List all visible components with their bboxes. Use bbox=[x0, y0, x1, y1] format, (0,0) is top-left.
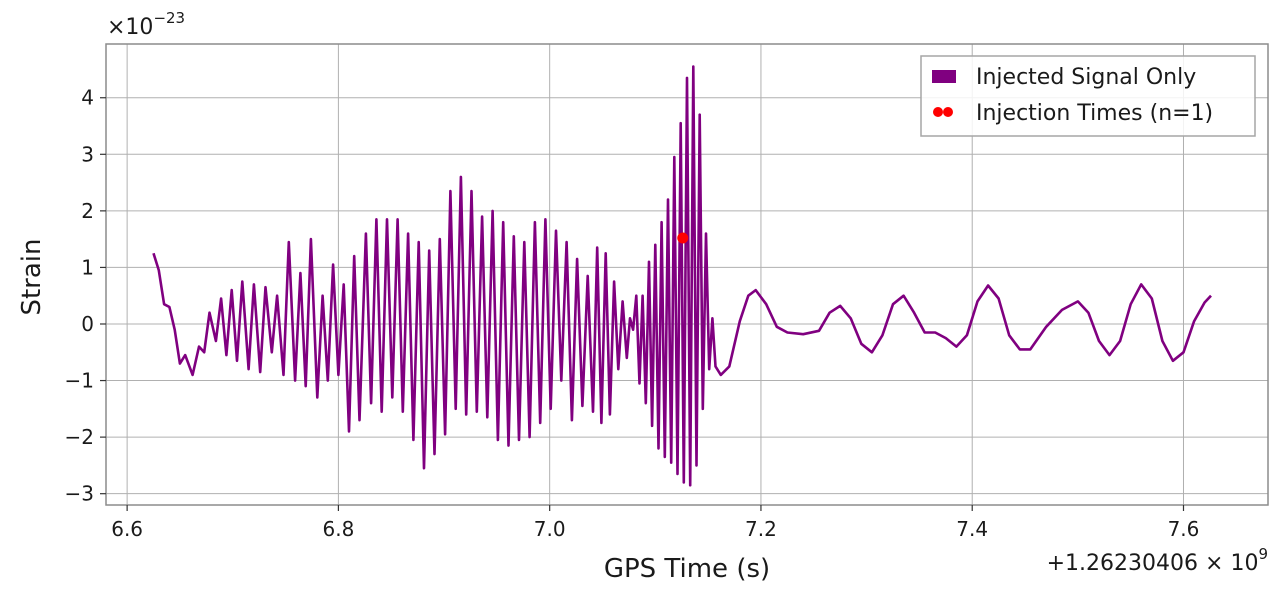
legend-marker-injection bbox=[943, 107, 953, 117]
x-tick-label: 6.6 bbox=[111, 517, 143, 541]
signal-line bbox=[152, 65, 1212, 487]
x-tick-label: 7.0 bbox=[534, 517, 566, 541]
injection-point bbox=[677, 232, 689, 244]
y-scale-label: ×10−23 bbox=[107, 9, 185, 40]
legend-label-injection: Injection Times (n=1) bbox=[976, 101, 1213, 126]
y-tick-label: 3 bbox=[81, 142, 94, 166]
x-tick-label: 7.4 bbox=[956, 517, 988, 541]
y-tick-label: 1 bbox=[81, 255, 94, 279]
y-tick-label: −1 bbox=[65, 369, 94, 393]
plot-frame bbox=[105, 43, 1269, 506]
x-tick-label: 6.8 bbox=[322, 517, 354, 541]
y-tick-label: 4 bbox=[81, 86, 94, 110]
legend-label-signal: Injected Signal Only bbox=[976, 65, 1196, 90]
y-tick-label: 2 bbox=[81, 199, 94, 223]
legend-marker-injection bbox=[933, 107, 943, 117]
x-offset-label: +1.26230406 × 109 bbox=[1047, 545, 1268, 576]
axis-ticks: 6.6 6.8 7.0 7.2 7.4 7.6 4 3 2 1 0 −1 −2 −3 bbox=[65, 86, 1200, 541]
x-tick-label: 7.6 bbox=[1168, 517, 1200, 541]
y-tick-label: −2 bbox=[65, 425, 94, 449]
x-tick-label: 7.2 bbox=[745, 517, 777, 541]
legend-swatch-signal bbox=[932, 70, 956, 83]
x-axis-label: GPS Time (s) bbox=[604, 554, 770, 584]
legend: Injected Signal Only Injection Times (n=… bbox=[920, 55, 1256, 137]
y-tick-label: −3 bbox=[65, 482, 94, 506]
y-tick-label: 0 bbox=[81, 312, 94, 336]
legend-box bbox=[920, 55, 1256, 137]
plot-area bbox=[152, 65, 1212, 487]
y-axis-label: Strain bbox=[17, 238, 47, 315]
